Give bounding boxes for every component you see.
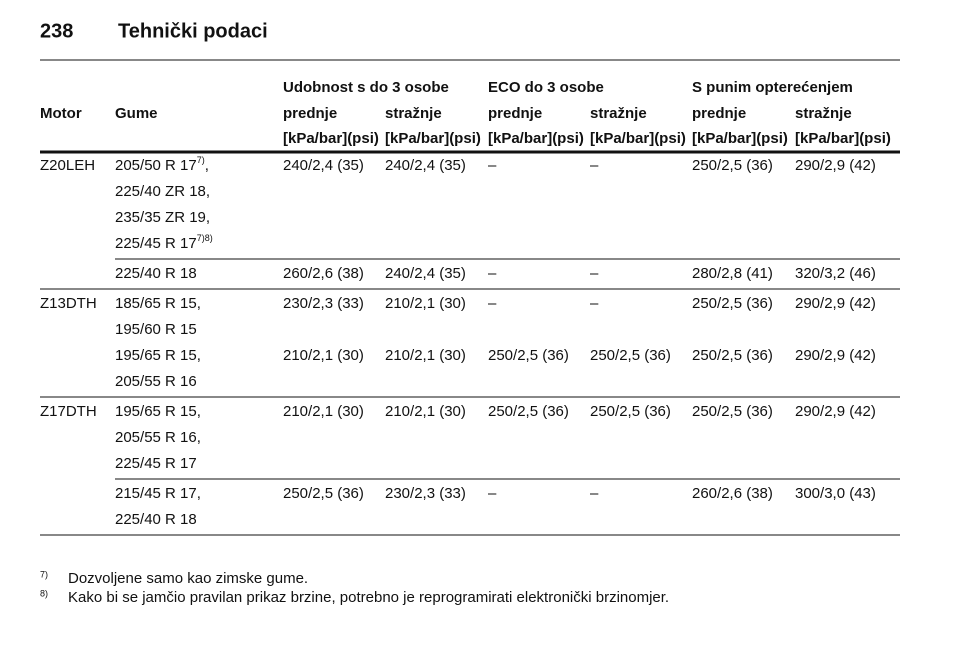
pressure: 240/2,4 (35): [283, 157, 364, 174]
pressure: –: [590, 295, 599, 312]
pressure: 260/2,6 (38): [692, 485, 773, 502]
sub-header: prednje: [692, 105, 746, 122]
tire-size: 195/65 R 15,: [115, 403, 201, 420]
pressure: 210/2,1 (30): [283, 403, 364, 420]
pressure: 290/2,9 (42): [795, 295, 876, 312]
pressure: 260/2,6 (38): [283, 265, 364, 282]
tire-size: 185/65 R 15,: [115, 295, 201, 312]
footnote-mark: 8): [40, 588, 48, 598]
sub-header: stražnje: [590, 105, 647, 122]
pressure: 240/2,4 (35): [385, 265, 466, 282]
unit-header: [kPa/bar](psi): [590, 130, 686, 147]
unit-header: [kPa/bar](psi): [692, 130, 788, 147]
motor: Z13DTH: [40, 295, 97, 312]
pressure: –: [488, 157, 497, 174]
tire-size: 205/55 R 16,: [115, 429, 201, 446]
page-title: Tehnički podaci: [118, 20, 268, 42]
unit-header: [kPa/bar](psi): [488, 130, 584, 147]
pressure: 250/2,5 (36): [488, 347, 569, 364]
pressure: 250/2,5 (36): [590, 403, 671, 420]
pressure: 210/2,1 (30): [385, 403, 466, 420]
footnote-text: Dozvoljene samo kao zimske gume.: [68, 570, 308, 587]
motor: Z17DTH: [40, 403, 97, 420]
pressure: 250/2,5 (36): [692, 347, 773, 364]
tire-size-text: 205/50 R 17: [115, 157, 197, 174]
unit-header: [kPa/bar](psi): [385, 130, 481, 147]
motor: Z20LEH: [40, 157, 95, 174]
tire-size: 195/65 R 15,: [115, 347, 201, 364]
pressure: 210/2,1 (30): [385, 347, 466, 364]
pressure: 290/2,9 (42): [795, 403, 876, 420]
tire-size: 205/55 R 16: [115, 373, 197, 390]
sub-header: prednje: [488, 105, 542, 122]
group-header: ECO do 3 osobe: [488, 79, 604, 96]
pressure: 300/3,0 (43): [795, 485, 876, 502]
tire-size: 225/45 R 177)8): [115, 233, 213, 252]
group-header: S punim opterećenjem: [692, 79, 853, 96]
sub-header: stražnje: [795, 105, 852, 122]
pressure: 290/2,9 (42): [795, 157, 876, 174]
pressure: 240/2,4 (35): [385, 157, 466, 174]
pressure: –: [590, 485, 599, 502]
footnote-mark: 7): [40, 569, 48, 579]
pressure: –: [590, 157, 599, 174]
pressure: 280/2,8 (41): [692, 265, 773, 282]
sub-header: prednje: [283, 105, 337, 122]
pressure: 210/2,1 (30): [385, 295, 466, 312]
pressure: 250/2,5 (36): [590, 347, 671, 364]
footnote-ref: 7): [197, 155, 205, 165]
footnote-text: Kako bi se jamčio pravilan prikaz brzine…: [68, 589, 669, 606]
tire-size: 225/40 R 18: [115, 511, 197, 528]
page-number: 238: [40, 20, 73, 42]
tire-size-text: 225/45 R 17: [115, 235, 197, 252]
tire-size: 235/35 ZR 19,: [115, 209, 210, 226]
tire-suffix: ,: [205, 157, 209, 174]
unit-header: [kPa/bar](psi): [283, 130, 379, 147]
pressure: –: [590, 265, 599, 282]
pressure: 250/2,5 (36): [692, 403, 773, 420]
column-header: Motor: [40, 105, 82, 122]
pressure: 210/2,1 (30): [283, 347, 364, 364]
pressure: 250/2,5 (36): [283, 485, 364, 502]
pressure: –: [488, 295, 497, 312]
tire-size: 225/40 R 18: [115, 265, 197, 282]
group-header: Udobnost s do 3 osobe: [283, 79, 449, 96]
pressure: 250/2,5 (36): [692, 295, 773, 312]
pressure: 230/2,3 (33): [385, 485, 466, 502]
sub-header: stražnje: [385, 105, 442, 122]
pressure: 290/2,9 (42): [795, 347, 876, 364]
tire-size: 205/50 R 177),: [115, 155, 209, 174]
unit-header: [kPa/bar](psi): [795, 130, 891, 147]
footnote-ref: 7)8): [197, 233, 213, 243]
tire-size: 215/45 R 17,: [115, 485, 201, 502]
column-header: Gume: [115, 105, 158, 122]
tire-size: 195/60 R 15: [115, 321, 197, 338]
pressure: –: [488, 265, 497, 282]
tire-size: 225/45 R 17: [115, 455, 197, 472]
pressure: 320/3,2 (46): [795, 265, 876, 282]
pressure: 250/2,5 (36): [488, 403, 569, 420]
tire-size: 225/40 ZR 18,: [115, 183, 210, 200]
pressure: –: [488, 485, 497, 502]
pressure: 250/2,5 (36): [692, 157, 773, 174]
pressure: 230/2,3 (33): [283, 295, 364, 312]
